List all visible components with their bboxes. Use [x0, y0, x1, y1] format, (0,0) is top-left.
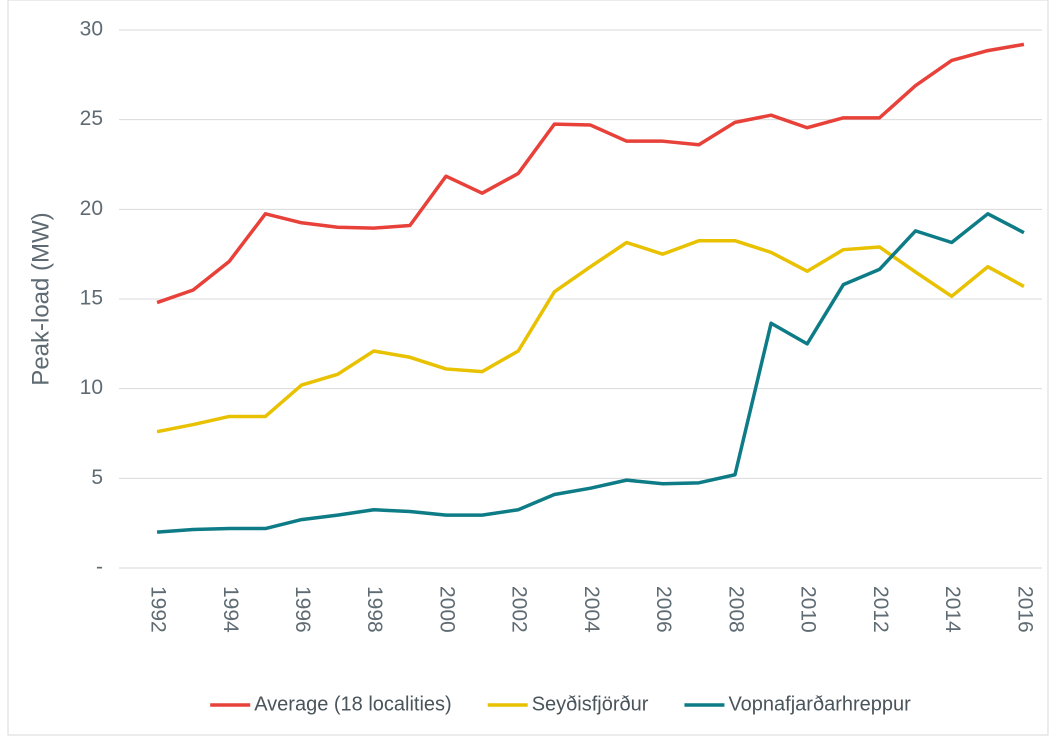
legend-label: Seyðisfjörður	[532, 693, 649, 715]
y-tick-label: 25	[80, 107, 103, 130]
x-tick-label: 2014	[941, 586, 964, 633]
x-tick-label: 2004	[580, 586, 603, 633]
x-tick-label: 2000	[435, 586, 458, 633]
x-tick-label: 2012	[869, 586, 892, 633]
x-tick-label: 1994	[219, 586, 242, 633]
chart-frame	[7, 0, 1049, 736]
line-series	[156, 238, 1025, 434]
y-axis-label: Peak-load (MW)	[27, 212, 54, 385]
y-tick-label: 15	[80, 287, 103, 310]
legend-label: Average (18 localities)	[254, 693, 452, 715]
legend-label: Vopnafjarðarhreppur	[728, 693, 911, 715]
x-tick-label: 1992	[147, 586, 170, 633]
y-tick-label: 5	[91, 466, 103, 489]
x-tick-label: 2006	[652, 586, 675, 633]
x-tick-label: 2010	[797, 586, 820, 633]
line-series	[156, 42, 1025, 305]
x-tick-label: 2002	[508, 586, 531, 633]
x-tick-label: 2016	[1013, 586, 1036, 633]
y-tick-label: 20	[80, 197, 103, 220]
line-series	[156, 212, 1025, 534]
y-tick-label: 10	[80, 376, 103, 399]
x-tick-label: 1998	[363, 586, 386, 633]
y-tick-label: -	[96, 556, 103, 579]
x-tick-label: 1996	[291, 586, 314, 633]
y-tick-label: 30	[80, 18, 103, 41]
x-tick-label: 2008	[724, 586, 747, 633]
